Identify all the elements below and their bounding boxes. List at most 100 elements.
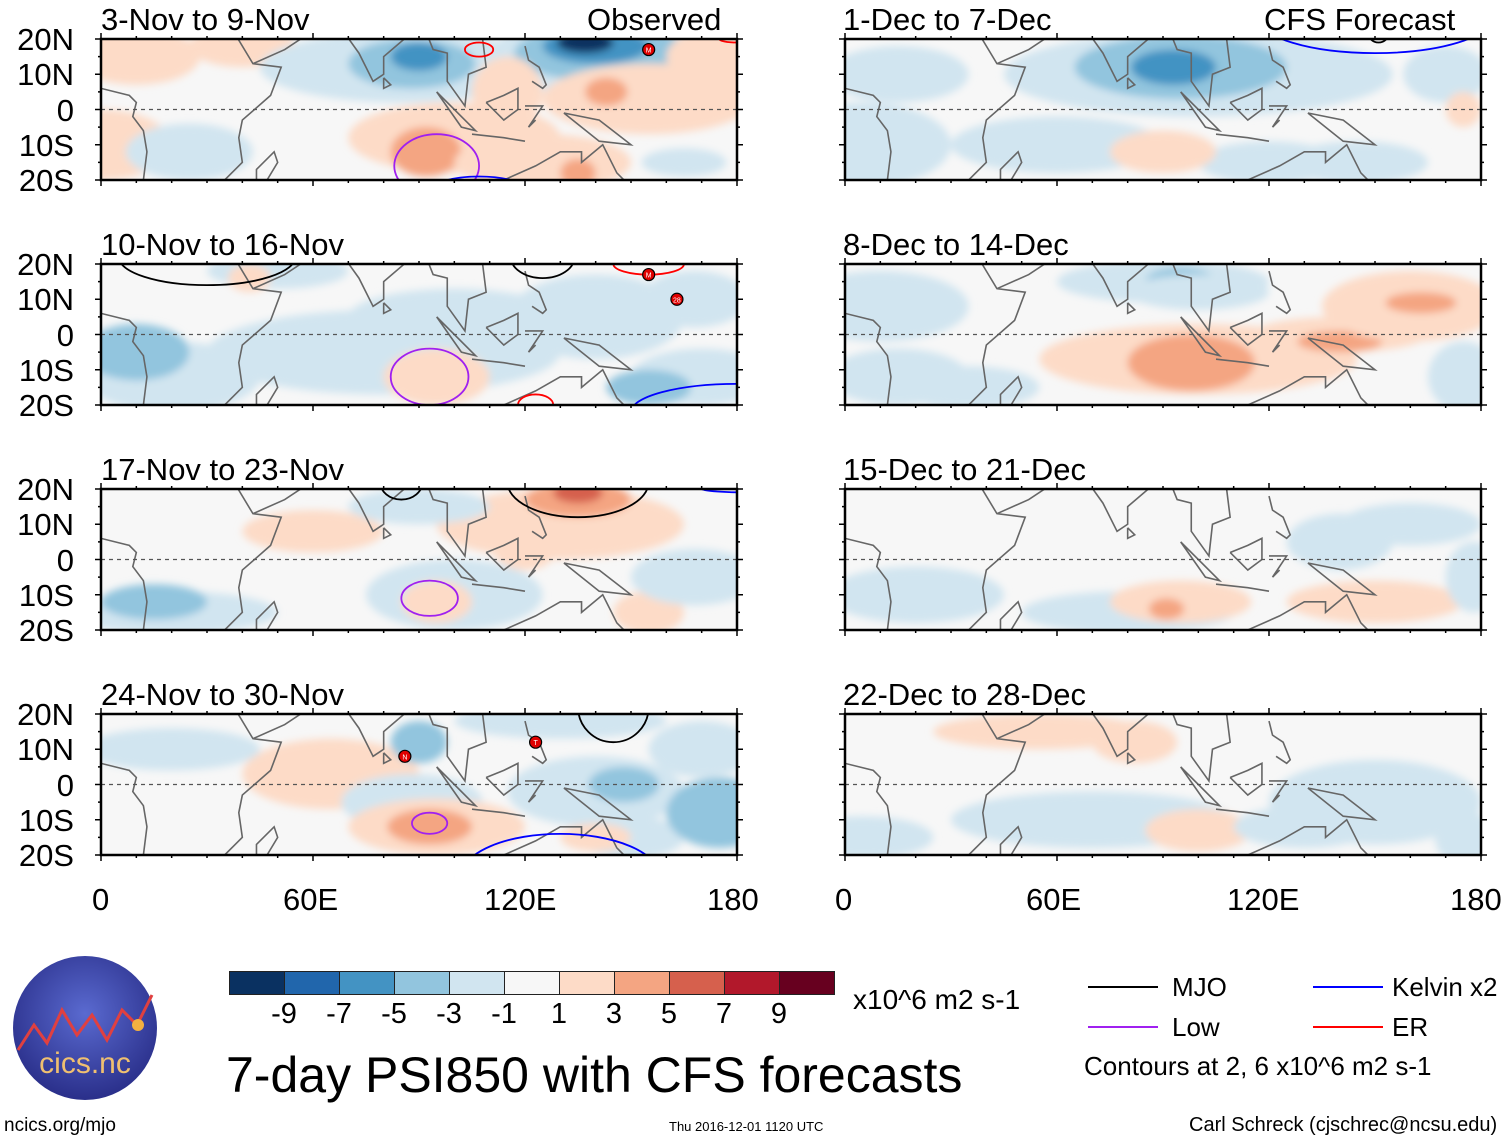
anomaly-blob [1435, 809, 1481, 855]
anomaly-blob [1148, 598, 1185, 620]
coastline [1215, 808, 1270, 818]
anomaly-blob [1110, 130, 1216, 173]
coastline [101, 87, 148, 180]
anomaly-blob [390, 42, 448, 71]
colorbar-swatch [559, 971, 615, 995]
coastline [1180, 541, 1223, 583]
coastline [101, 762, 148, 855]
coastline [1091, 714, 1150, 758]
colorbar-swatch [339, 971, 395, 995]
coastline [428, 489, 488, 559]
colorbar-swatch [394, 971, 450, 995]
lat-tick: 10S [18, 577, 74, 613]
anomaly-blob [933, 714, 1146, 750]
footer-link[interactable]: ncics.org/mjo [4, 1115, 116, 1136]
anomaly-blob [489, 513, 561, 571]
storm-label: M [646, 48, 652, 55]
coastline [1307, 562, 1378, 596]
tropical-cyclone-icon [398, 749, 412, 763]
tropical-cyclone-icon [642, 267, 656, 282]
anomaly-blob [101, 39, 200, 85]
anomaly-blob [666, 39, 737, 85]
lat-tick: 10N [17, 282, 74, 318]
coastline [1247, 143, 1369, 180]
anomaly-blob [207, 264, 349, 289]
coastline [1215, 358, 1270, 368]
legend-line-er [1313, 1026, 1383, 1028]
psi-anomaly-shading [101, 489, 737, 630]
coastline [252, 489, 303, 515]
coastline [382, 527, 393, 540]
lat-tick: 0 [56, 317, 74, 353]
anomaly-blob [542, 63, 737, 135]
lat-tick: 10S [18, 352, 74, 388]
anomaly-blob [1127, 334, 1255, 391]
anomaly-blob [560, 158, 596, 180]
panel-title: 3-Nov to 9-Nov [101, 2, 310, 37]
coastline [485, 87, 519, 122]
coastline [524, 720, 548, 765]
lat-tick: 20N [17, 697, 74, 732]
coastline [1126, 302, 1137, 315]
coastline [503, 143, 625, 180]
coastline [1307, 112, 1378, 146]
anomaly-blob [1286, 141, 1428, 180]
wave-contour [411, 811, 449, 835]
lat-tick: 0 [56, 542, 74, 578]
colorbar-label: 3 [605, 998, 623, 1030]
anomaly-blob [101, 728, 260, 771]
cfs-forecast-label: CFS Forecast [1264, 2, 1456, 37]
anomaly-blob [845, 566, 1004, 623]
wave-contour [464, 41, 495, 58]
lat-tick: 10N [17, 732, 74, 768]
coastline [1268, 270, 1292, 315]
wave-contour [393, 133, 480, 180]
map-panel [845, 489, 1481, 630]
wave-contour [1369, 39, 1388, 44]
lat-tick: 20S [18, 613, 74, 648]
colorbar-units: x10^6 m2 s-1 [853, 984, 1021, 1015]
panel-title: 8-Dec to 14-Dec [843, 227, 1069, 262]
svg-text:cics.nc: cics.nc [39, 1047, 131, 1080]
storm-label: N [402, 754, 407, 761]
panel-title: 17-Nov to 23-Nov [101, 452, 344, 487]
anomaly-blob [845, 102, 951, 180]
coastline [252, 264, 303, 290]
colorbar-label: 9 [770, 998, 788, 1030]
lat-tick: 10N [17, 57, 74, 93]
coastline [563, 562, 634, 596]
coastline [524, 270, 548, 315]
anomaly-blob [585, 77, 628, 106]
coastline [428, 714, 488, 784]
colorbar-label: 1 [550, 998, 568, 1030]
anomaly-blob [101, 323, 190, 381]
psi-anomaly-shading [101, 39, 737, 180]
coastline [1180, 91, 1223, 133]
lat-tick: 0 [56, 92, 74, 128]
coastline [428, 39, 488, 109]
contour-note: Contours at 2, 6 x10^6 m2 s-1 [1084, 1051, 1432, 1081]
lon-tick: 120E [1227, 882, 1300, 917]
coastline [503, 818, 625, 855]
anomaly-blob [242, 510, 384, 553]
figure-title: 7-day PSI850 with CFS forecasts [226, 1047, 963, 1103]
coastline [252, 714, 303, 740]
coastline [1180, 766, 1223, 808]
storm-label: T [533, 740, 538, 747]
anomaly-blob [1339, 503, 1481, 546]
lon-tick: 60E [283, 882, 339, 917]
anomaly-blob [606, 369, 692, 405]
anomaly-blob [951, 116, 1163, 173]
coastline [101, 537, 148, 630]
anomaly-blob [507, 274, 684, 360]
anomaly-blob [641, 271, 737, 328]
colorbar-label: -5 [381, 998, 407, 1030]
coastline [1229, 537, 1263, 572]
colorbar-label: -7 [326, 998, 352, 1030]
wave-contour [511, 264, 574, 279]
coastline [1247, 818, 1369, 855]
coastline [1269, 105, 1289, 128]
anomaly-blob [898, 366, 1040, 405]
coastline [436, 766, 479, 808]
coastline [1091, 39, 1150, 83]
